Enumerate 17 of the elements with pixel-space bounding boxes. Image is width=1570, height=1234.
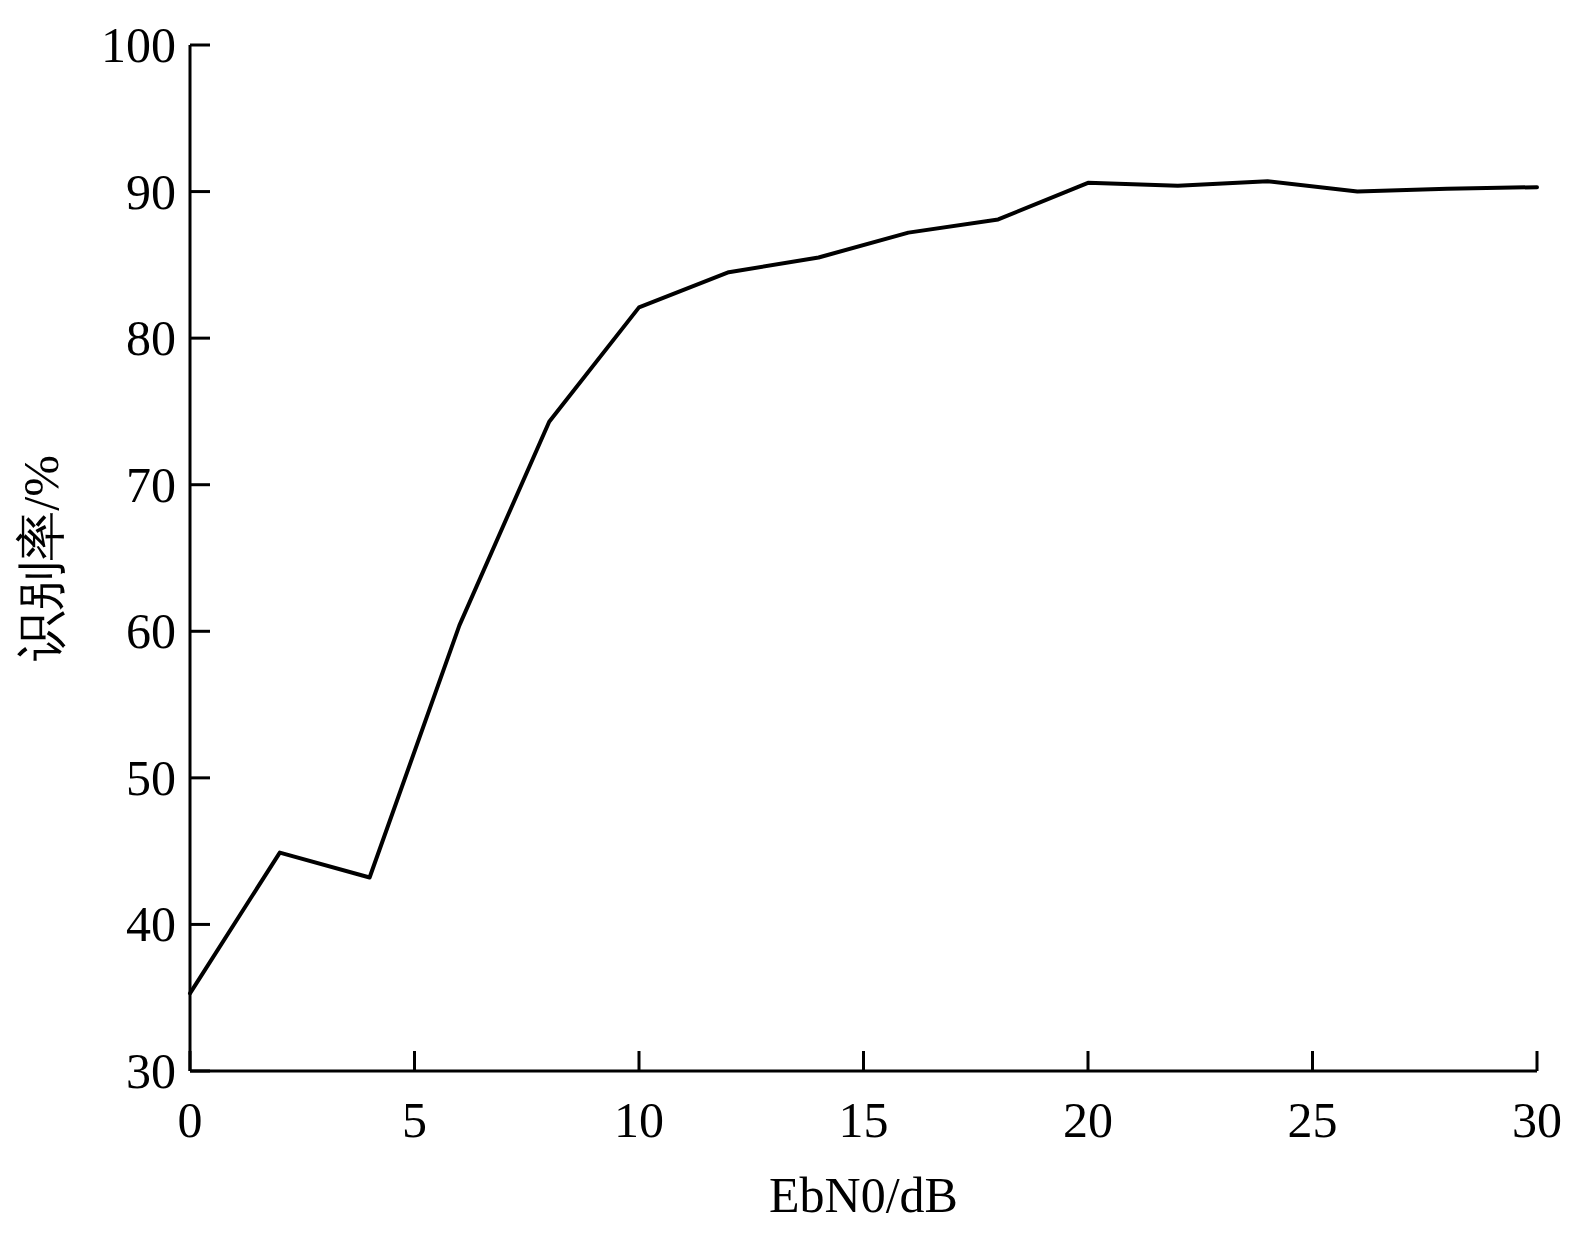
y-tick-label: 60 [126, 603, 176, 660]
x-axis-title: EbN0/dB [769, 1167, 958, 1223]
x-tick-label: 10 [614, 1092, 664, 1148]
x-tick-label: 5 [402, 1092, 427, 1148]
y-tick-label: 70 [126, 456, 176, 513]
x-tick-label: 20 [1063, 1092, 1113, 1148]
y-tick-label: 100 [101, 17, 176, 73]
y-tick-label: 40 [126, 896, 176, 953]
x-tick-label: 30 [1512, 1092, 1562, 1148]
y-tick-label: 90 [126, 163, 176, 220]
y-tick-label: 80 [126, 310, 176, 367]
y-tick-label: 50 [126, 749, 176, 806]
x-tick-label: 15 [838, 1092, 889, 1148]
y-tick-label: 30 [126, 1043, 176, 1099]
x-tick-label: 0 [177, 1092, 203, 1148]
x-tick-label: 25 [1287, 1092, 1338, 1148]
y-axis-title: 识别率/% [13, 455, 69, 661]
